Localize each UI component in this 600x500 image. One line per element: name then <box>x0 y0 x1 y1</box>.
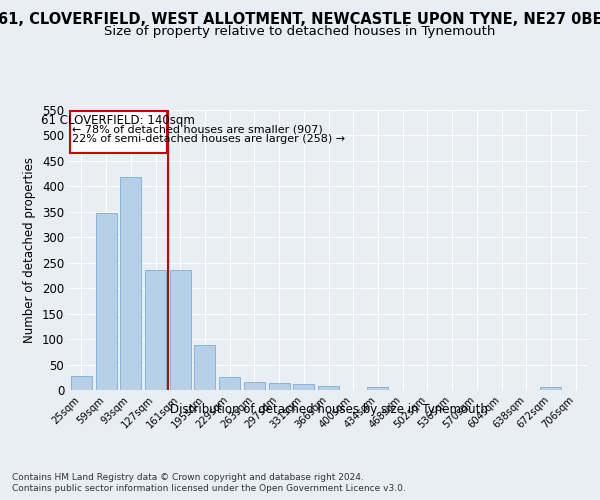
Text: Contains HM Land Registry data © Crown copyright and database right 2024.: Contains HM Land Registry data © Crown c… <box>12 472 364 482</box>
Text: 22% of semi-detached houses are larger (258) →: 22% of semi-detached houses are larger (… <box>72 134 346 143</box>
Bar <box>219 378 240 390</box>
Bar <box>95 213 116 390</box>
Y-axis label: Number of detached properties: Number of detached properties <box>23 157 37 343</box>
Bar <box>367 388 388 390</box>
FancyBboxPatch shape <box>70 111 167 154</box>
Bar <box>318 386 339 390</box>
Text: Size of property relative to detached houses in Tynemouth: Size of property relative to detached ho… <box>104 25 496 38</box>
Bar <box>244 382 265 390</box>
Bar <box>120 177 141 390</box>
Bar <box>194 345 215 390</box>
Text: ← 78% of detached houses are smaller (907): ← 78% of detached houses are smaller (90… <box>72 124 323 134</box>
Text: Distribution of detached houses by size in Tynemouth: Distribution of detached houses by size … <box>170 402 488 415</box>
Bar <box>293 384 314 390</box>
Bar <box>269 383 290 390</box>
Text: 61, CLOVERFIELD, WEST ALLOTMENT, NEWCASTLE UPON TYNE, NE27 0BE: 61, CLOVERFIELD, WEST ALLOTMENT, NEWCAST… <box>0 12 600 28</box>
Bar <box>170 270 191 390</box>
Bar <box>541 388 562 390</box>
Text: Contains public sector information licensed under the Open Government Licence v3: Contains public sector information licen… <box>12 484 406 493</box>
Bar <box>145 270 166 390</box>
Bar <box>71 376 92 390</box>
Text: 61 CLOVERFIELD: 140sqm: 61 CLOVERFIELD: 140sqm <box>41 114 196 126</box>
